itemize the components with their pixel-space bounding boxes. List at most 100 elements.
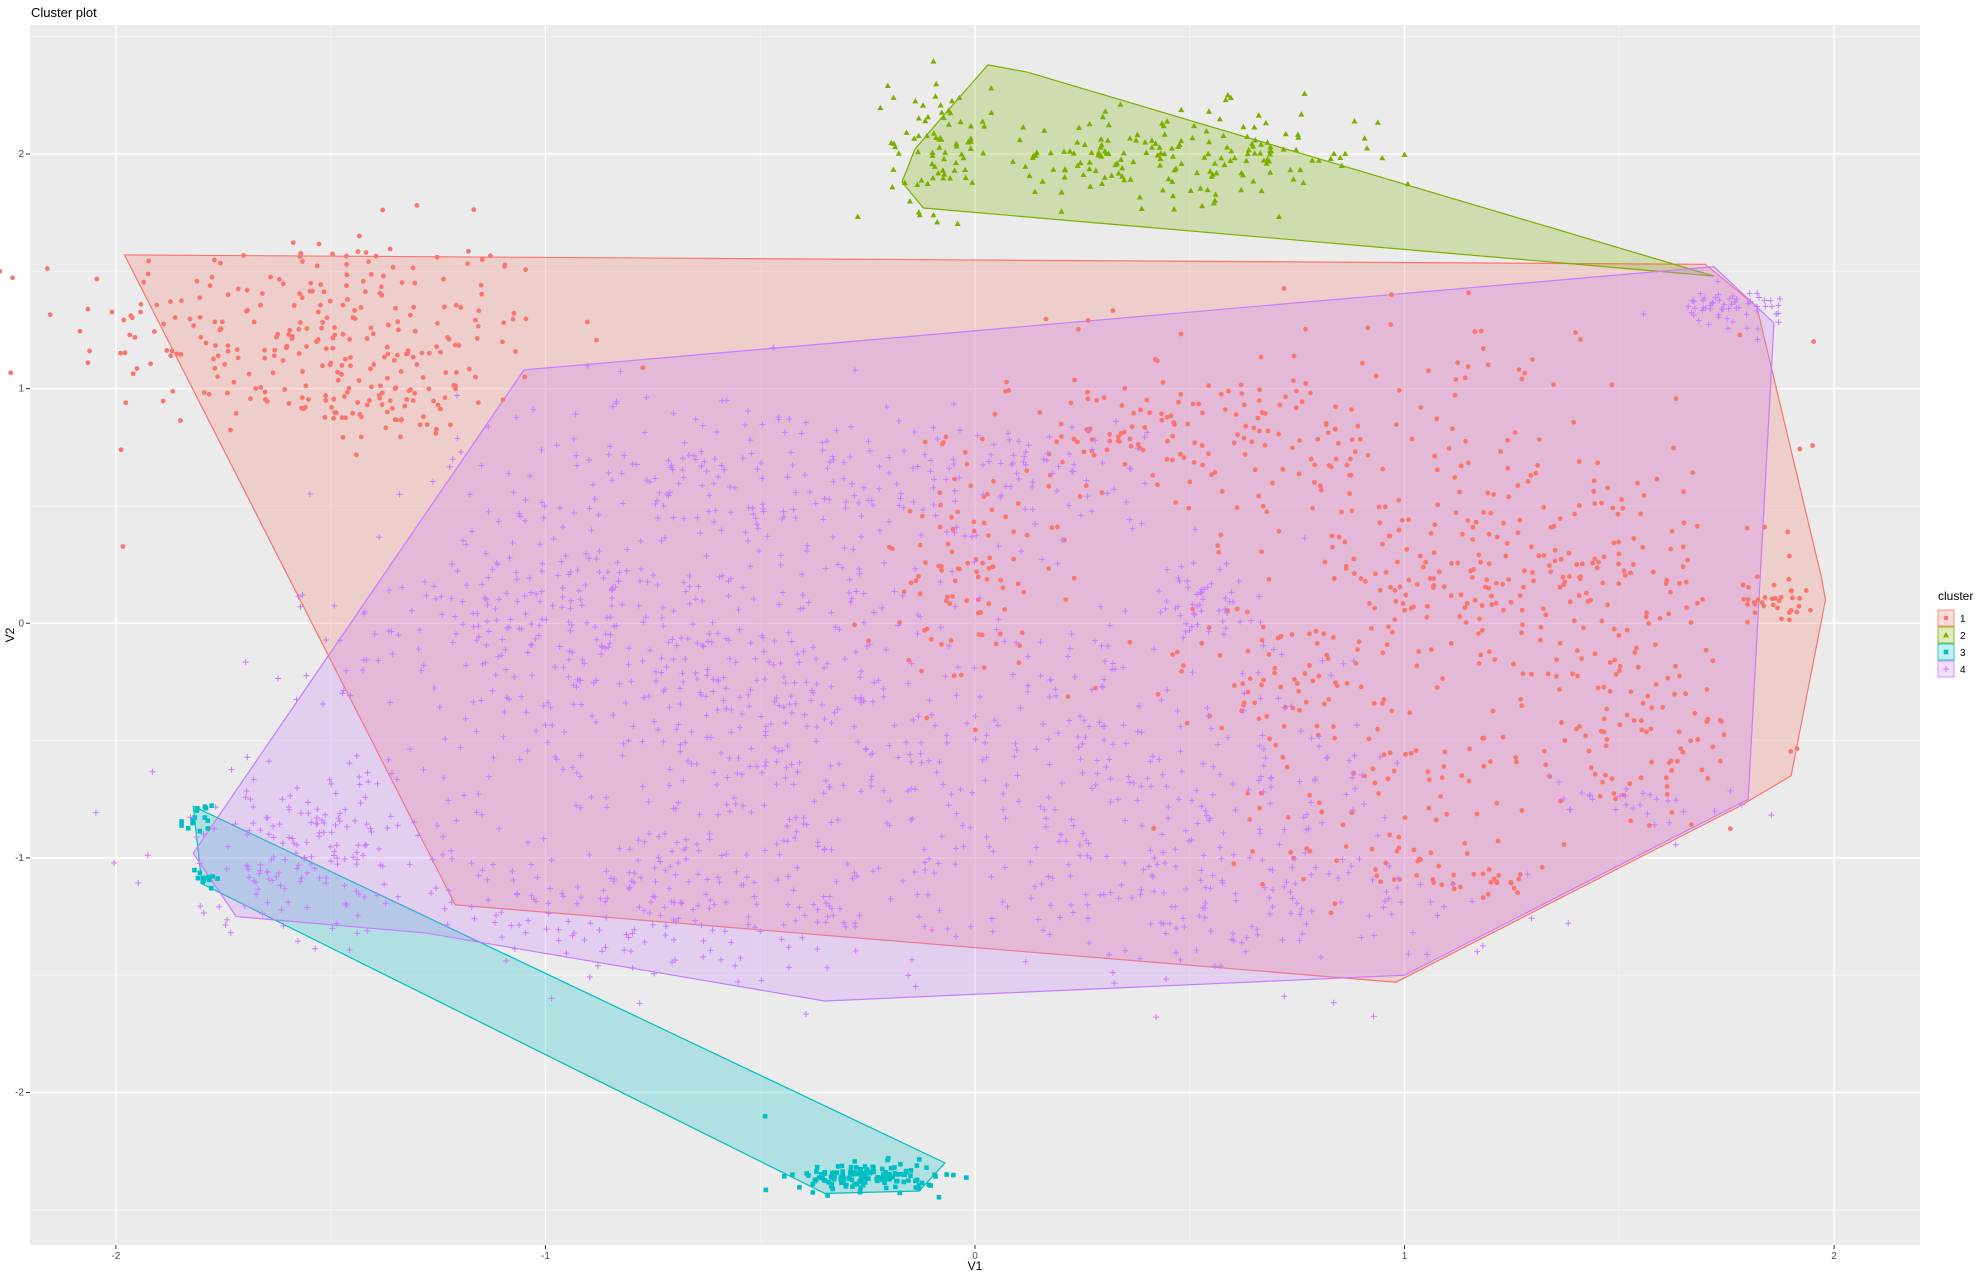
point-cluster-4 [748, 745, 755, 752]
point-cluster-1 [1297, 438, 1303, 443]
point-cluster-1 [1317, 483, 1323, 489]
point-cluster-4 [1474, 948, 1481, 955]
point-cluster-4 [1080, 830, 1087, 837]
point-cluster-4 [847, 423, 854, 430]
point-cluster-4 [666, 704, 673, 711]
point-cluster-4 [573, 769, 580, 776]
point-cluster-1 [333, 410, 339, 416]
point-cluster-1 [1387, 832, 1393, 838]
point-cluster-4 [1197, 589, 1204, 596]
point-cluster-4 [760, 505, 767, 512]
point-cluster-1 [453, 383, 458, 389]
point-cluster-1 [1068, 400, 1074, 406]
point-cluster-1 [523, 316, 529, 322]
point-cluster-4 [971, 559, 978, 566]
point-cluster-1 [1426, 805, 1432, 811]
point-cluster-4 [930, 501, 937, 508]
point-cluster-4 [1184, 578, 1191, 585]
point-cluster-4 [706, 492, 713, 499]
point-cluster-2 [1119, 164, 1126, 171]
point-cluster-1 [381, 354, 387, 360]
point-cluster-4 [1193, 947, 1200, 954]
point-cluster-4 [613, 400, 620, 407]
point-cluster-1 [924, 626, 930, 632]
point-cluster-4 [905, 680, 912, 687]
point-cluster-4 [518, 626, 525, 633]
point-cluster-4 [550, 535, 557, 542]
point-cluster-4 [559, 584, 566, 591]
point-cluster-4 [1210, 763, 1217, 770]
point-cluster-4 [927, 457, 934, 464]
point-cluster-4 [784, 742, 791, 749]
point-cluster-4 [1037, 672, 1044, 679]
point-cluster-1 [1440, 676, 1446, 681]
point-cluster-1 [1511, 661, 1516, 667]
point-cluster-2 [1401, 151, 1408, 157]
point-cluster-1 [1611, 540, 1617, 546]
point-cluster-4 [770, 661, 777, 668]
point-cluster-4 [967, 824, 974, 831]
point-cluster-1 [1649, 759, 1655, 765]
point-cluster-4 [867, 751, 874, 758]
point-cluster-1 [426, 350, 432, 356]
point-cluster-4 [438, 593, 445, 600]
point-cluster-1 [1178, 331, 1184, 337]
point-cluster-4 [225, 843, 232, 850]
point-cluster-4 [631, 870, 638, 877]
point-cluster-4 [833, 427, 840, 434]
point-cluster-4 [738, 882, 745, 889]
point-cluster-2 [1240, 171, 1247, 178]
point-cluster-3 [850, 1172, 856, 1177]
point-cluster-4 [1104, 643, 1111, 650]
point-cluster-1 [1770, 602, 1776, 608]
point-cluster-2 [947, 109, 954, 116]
point-cluster-1 [222, 361, 228, 367]
point-cluster-1 [1400, 601, 1406, 606]
point-cluster-3 [832, 1170, 837, 1176]
point-cluster-4 [574, 462, 581, 469]
point-cluster-1 [1312, 479, 1317, 485]
point-cluster-2 [953, 140, 960, 146]
point-cluster-4 [912, 565, 919, 572]
point-cluster-4 [727, 808, 734, 815]
point-cluster-4 [876, 463, 883, 470]
point-cluster-1 [225, 390, 230, 396]
point-cluster-3 [828, 1183, 834, 1189]
point-cluster-4 [830, 478, 837, 485]
point-cluster-1 [1516, 367, 1522, 373]
point-cluster-4 [577, 752, 584, 759]
point-cluster-4 [607, 631, 614, 638]
point-cluster-4 [492, 605, 499, 612]
point-cluster-4 [727, 655, 734, 662]
point-cluster-1 [197, 295, 203, 301]
point-cluster-4 [1085, 915, 1091, 922]
point-cluster-4 [554, 572, 561, 579]
point-cluster-1 [1291, 353, 1297, 359]
point-cluster-1 [1257, 805, 1262, 811]
point-cluster-1 [1435, 502, 1441, 508]
point-cluster-4 [365, 778, 372, 785]
point-cluster-1 [1531, 578, 1536, 584]
point-cluster-1 [1536, 437, 1542, 443]
point-cluster-1 [1541, 504, 1547, 510]
point-cluster-2 [933, 80, 940, 87]
point-cluster-4 [792, 514, 799, 521]
point-cluster-1 [331, 415, 337, 421]
point-cluster-4 [822, 777, 829, 784]
point-cluster-4 [920, 507, 927, 514]
point-cluster-4 [1204, 584, 1211, 591]
point-cluster-4 [197, 903, 204, 910]
point-cluster-4 [1353, 722, 1360, 729]
point-cluster-4 [224, 916, 231, 923]
point-cluster-4 [693, 760, 700, 767]
point-cluster-4 [616, 569, 623, 576]
point-cluster-4 [679, 455, 686, 462]
point-cluster-1 [1476, 552, 1482, 558]
point-cluster-1 [1601, 716, 1607, 722]
point-cluster-4 [555, 926, 562, 933]
point-cluster-1 [441, 304, 447, 310]
point-cluster-2 [1224, 144, 1231, 150]
point-cluster-4 [1469, 898, 1476, 905]
point-cluster-4 [799, 934, 806, 941]
